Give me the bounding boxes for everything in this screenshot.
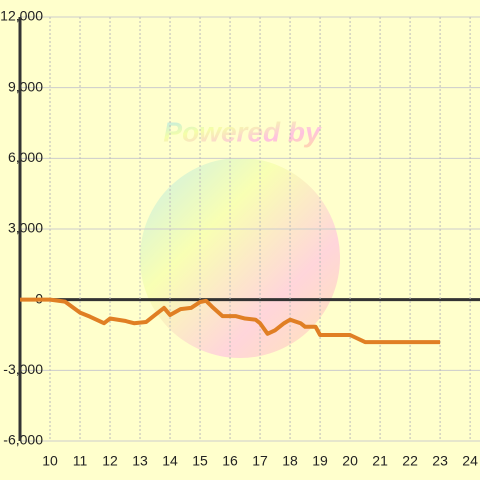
y-tick-label: 6,000 (8, 149, 43, 165)
x-tick-label: 15 (192, 453, 208, 469)
x-tick-label: 10 (42, 453, 58, 469)
x-tick-label: 13 (132, 453, 148, 469)
x-tick-label: 24 (462, 453, 478, 469)
data-line (20, 297, 441, 345)
y-tick-label: 3,000 (8, 220, 43, 236)
x-tick-label: 19 (312, 453, 328, 469)
x-tick-label: 12 (102, 453, 118, 469)
y-tick-label: -3,000 (3, 361, 43, 377)
x-tick-label: 16 (222, 453, 238, 469)
x-tick-label: 23 (432, 453, 448, 469)
x-tick-label: 11 (73, 453, 88, 469)
y-tick-label: -6,000 (3, 432, 43, 448)
x-tick-label: 22 (402, 453, 418, 469)
x-tick-label: 14 (162, 453, 178, 469)
x-tick-label: 20 (342, 453, 358, 469)
watermark-text: Powered by (163, 116, 322, 147)
x-tick-label: 17 (252, 453, 268, 469)
x-tick-label: 21 (372, 453, 388, 469)
y-tick-label: 9,000 (8, 78, 43, 94)
y-tick-label: 12,000 (0, 8, 43, 24)
x-tick-label: 18 (282, 453, 298, 469)
